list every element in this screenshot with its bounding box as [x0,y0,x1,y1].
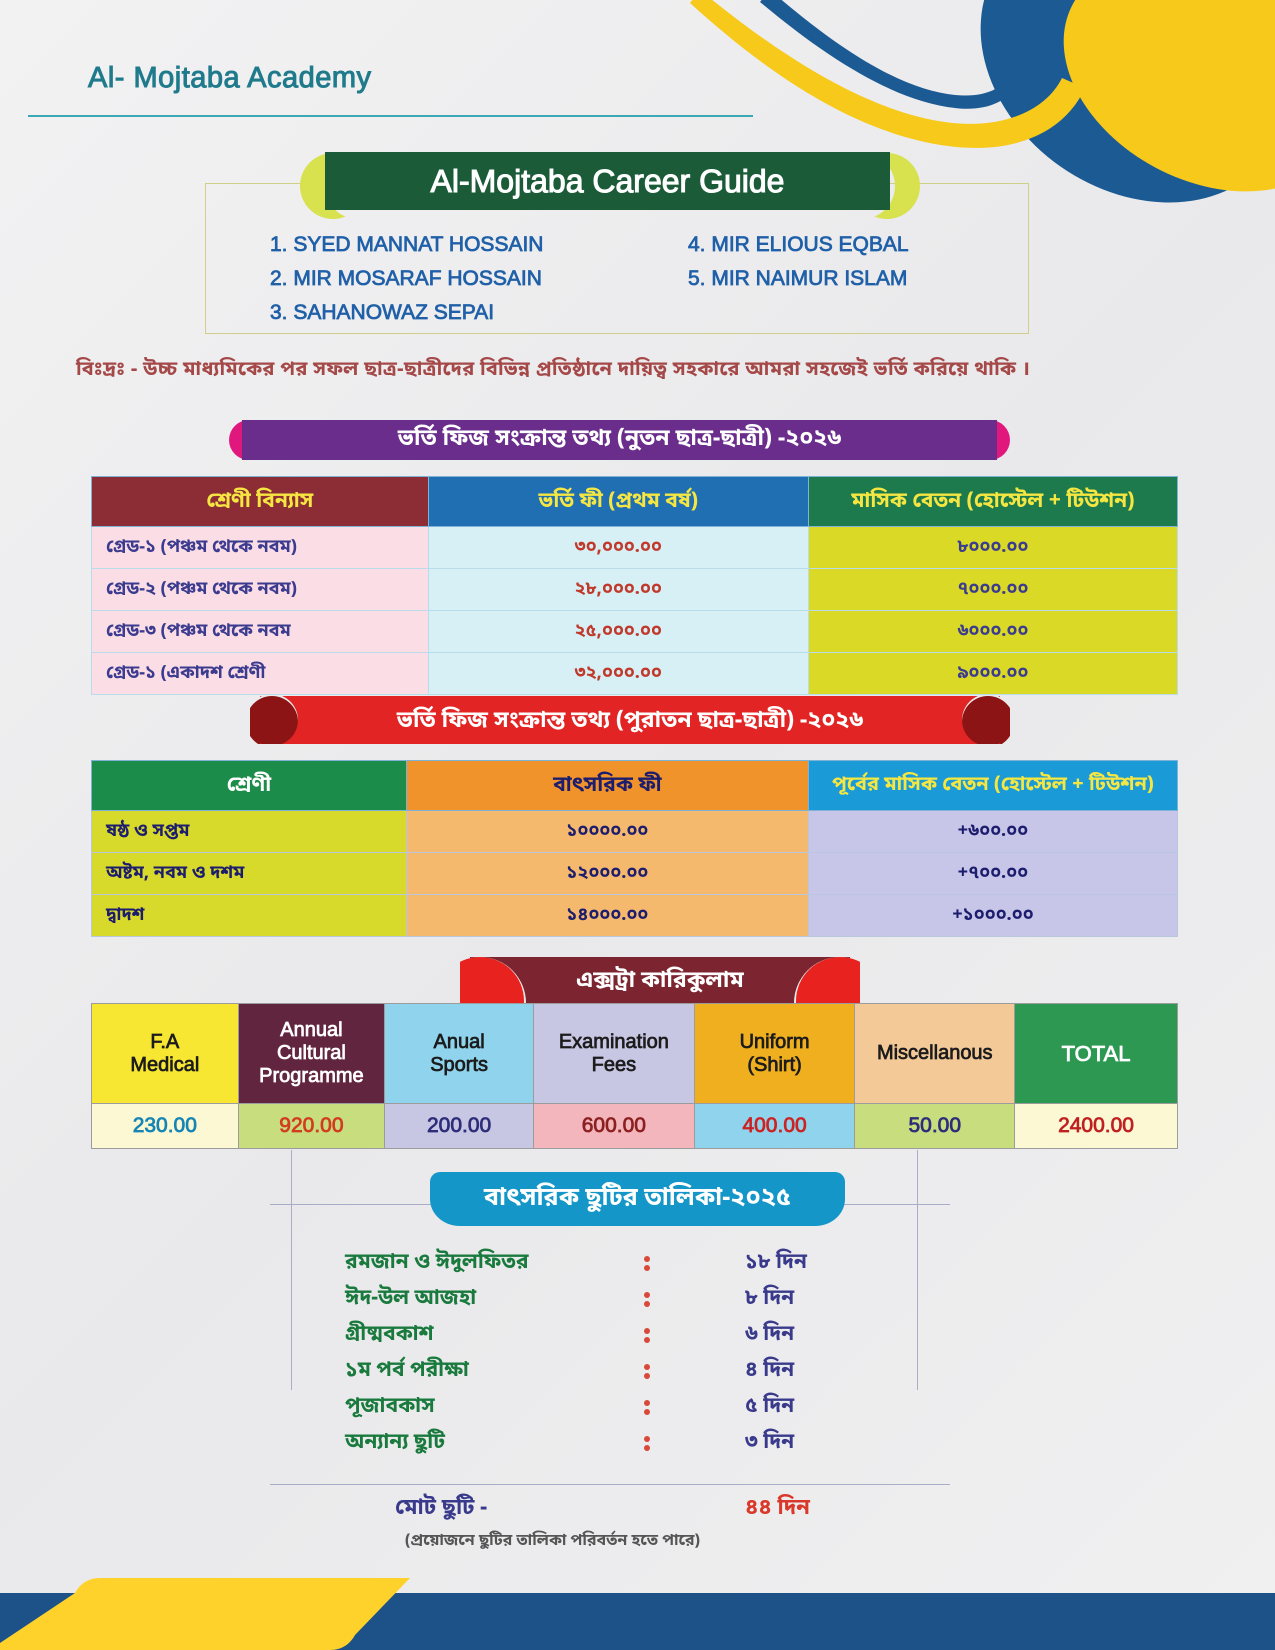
svg-text:এক্সট্রা কারিকুলাম: এক্সট্রা কারিকুলাম [576,965,744,997]
svg-text:ভর্তি ফিজ সংক্রান্ত তথ্য (পুরা: ভর্তি ফিজ সংক্রান্ত তথ্য (পুরাতন ছাত্র-ছ… [396,705,864,737]
